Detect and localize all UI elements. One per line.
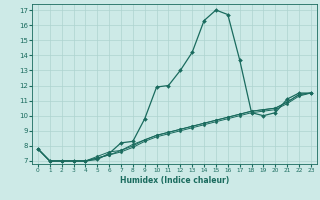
X-axis label: Humidex (Indice chaleur): Humidex (Indice chaleur) — [120, 176, 229, 185]
